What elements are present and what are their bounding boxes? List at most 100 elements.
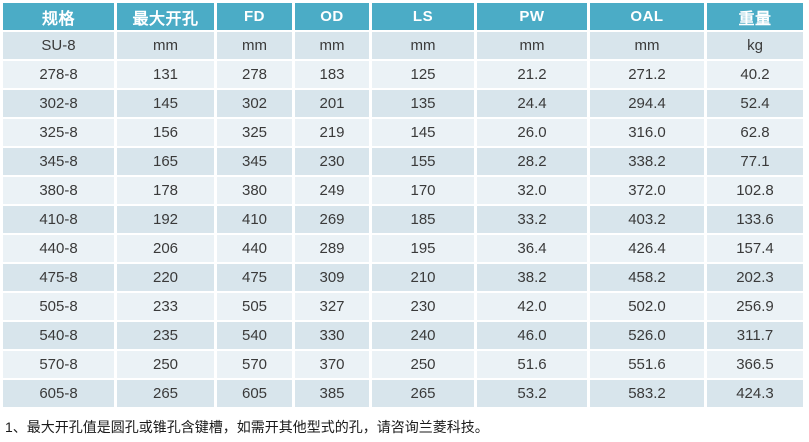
table-cell: 311.7 — [707, 322, 803, 349]
table-row: 540-8 235 540 330 240 46.0 526.0 311.7 — [3, 322, 803, 349]
table-cell: 502.0 — [590, 293, 704, 320]
table-cell: 42.0 — [477, 293, 587, 320]
table-cell: 278-8 — [3, 61, 114, 88]
table-cell: 380 — [217, 177, 292, 204]
table-cell: 38.2 — [477, 264, 587, 291]
table-cell: 183 — [295, 61, 369, 88]
table-cell: 53.2 — [477, 380, 587, 407]
table-cell: 271.2 — [590, 61, 704, 88]
table-cell: 426.4 — [590, 235, 704, 262]
table-cell: 220 — [117, 264, 214, 291]
table-cell: 570-8 — [3, 351, 114, 378]
table-cell: 235 — [117, 322, 214, 349]
table-cell: 192 — [117, 206, 214, 233]
table-cell: 289 — [295, 235, 369, 262]
table-cell: 475-8 — [3, 264, 114, 291]
table-cell: 206 — [117, 235, 214, 262]
table-cell: 33.2 — [477, 206, 587, 233]
table-cell: 249 — [295, 177, 369, 204]
table-cell: 327 — [295, 293, 369, 320]
col-header-ls: LS — [372, 3, 474, 30]
table-cell: 26.0 — [477, 119, 587, 146]
table-cell: 570 — [217, 351, 292, 378]
table-row: 605-8 265 605 385 265 53.2 583.2 424.3 — [3, 380, 803, 407]
table-cell: 240 — [372, 322, 474, 349]
table-cell: 410-8 — [3, 206, 114, 233]
table-cell: 302 — [217, 90, 292, 117]
table-cell: 125 — [372, 61, 474, 88]
table-cell: 46.0 — [477, 322, 587, 349]
col-header-max-bore: 最大开孔 — [117, 3, 214, 30]
table-cell: 40.2 — [707, 61, 803, 88]
units-row: SU-8 mm mm mm mm mm mm kg — [3, 32, 803, 59]
table-cell: SU-8 — [3, 32, 114, 59]
table-cell: 32.0 — [477, 177, 587, 204]
col-header-od: OD — [295, 3, 369, 30]
table-cell: 250 — [117, 351, 214, 378]
table-cell: 77.1 — [707, 148, 803, 175]
table-cell: 330 — [295, 322, 369, 349]
table-cell: 52.4 — [707, 90, 803, 117]
col-header-fd: FD — [217, 3, 292, 30]
table-cell: 440-8 — [3, 235, 114, 262]
table-row: 475-8 220 475 309 210 38.2 458.2 202.3 — [3, 264, 803, 291]
table-cell: 265 — [372, 380, 474, 407]
table-cell: 269 — [295, 206, 369, 233]
table-row: 505-8 233 505 327 230 42.0 502.0 256.9 — [3, 293, 803, 320]
table-cell: 202.3 — [707, 264, 803, 291]
table-row: 380-8 178 380 249 170 32.0 372.0 102.8 — [3, 177, 803, 204]
col-header-oal: OAL — [590, 3, 704, 30]
table-cell: 370 — [295, 351, 369, 378]
table-cell: mm — [117, 32, 214, 59]
table-row: 345-8 165 345 230 155 28.2 338.2 77.1 — [3, 148, 803, 175]
table-cell: 345-8 — [3, 148, 114, 175]
table-row: 570-8 250 570 370 250 51.6 551.6 366.5 — [3, 351, 803, 378]
table-cell: 380-8 — [3, 177, 114, 204]
col-header-pw: PW — [477, 3, 587, 30]
table-cell: 458.2 — [590, 264, 704, 291]
table-cell: 475 — [217, 264, 292, 291]
table-cell: 219 — [295, 119, 369, 146]
table-cell: 345 — [217, 148, 292, 175]
table-row: 410-8 192 410 269 185 33.2 403.2 133.6 — [3, 206, 803, 233]
table-cell: 170 — [372, 177, 474, 204]
table-cell: 366.5 — [707, 351, 803, 378]
table-cell: 294.4 — [590, 90, 704, 117]
table-cell: 145 — [372, 119, 474, 146]
table-cell: 28.2 — [477, 148, 587, 175]
table-cell: 250 — [372, 351, 474, 378]
table-cell: 410 — [217, 206, 292, 233]
table-cell: 302-8 — [3, 90, 114, 117]
table-cell: 540 — [217, 322, 292, 349]
table-cell: 157.4 — [707, 235, 803, 262]
table-cell: 62.8 — [707, 119, 803, 146]
table-cell: 21.2 — [477, 61, 587, 88]
table-cell: 316.0 — [590, 119, 704, 146]
table-row: 440-8 206 440 289 195 36.4 426.4 157.4 — [3, 235, 803, 262]
table-cell: 403.2 — [590, 206, 704, 233]
table-cell: 233 — [117, 293, 214, 320]
table-cell: 424.3 — [707, 380, 803, 407]
table-cell: mm — [372, 32, 474, 59]
table-cell: 135 — [372, 90, 474, 117]
table-cell: 24.4 — [477, 90, 587, 117]
table-cell: kg — [707, 32, 803, 59]
table-cell: 155 — [372, 148, 474, 175]
table-cell: 278 — [217, 61, 292, 88]
table-cell: 505-8 — [3, 293, 114, 320]
table-cell: mm — [477, 32, 587, 59]
table-cell: 526.0 — [590, 322, 704, 349]
table-cell: 605-8 — [3, 380, 114, 407]
table-cell: 385 — [295, 380, 369, 407]
table-cell: 551.6 — [590, 351, 704, 378]
table-cell: 256.9 — [707, 293, 803, 320]
table-cell: 325-8 — [3, 119, 114, 146]
table-cell: 131 — [117, 61, 214, 88]
table-cell: 583.2 — [590, 380, 704, 407]
table-cell: 540-8 — [3, 322, 114, 349]
table-cell: 51.6 — [477, 351, 587, 378]
col-header-spec: 规格 — [3, 3, 114, 30]
table-cell: 605 — [217, 380, 292, 407]
header-row: 规格 最大开孔 FD OD LS PW OAL 重量 — [3, 3, 803, 30]
